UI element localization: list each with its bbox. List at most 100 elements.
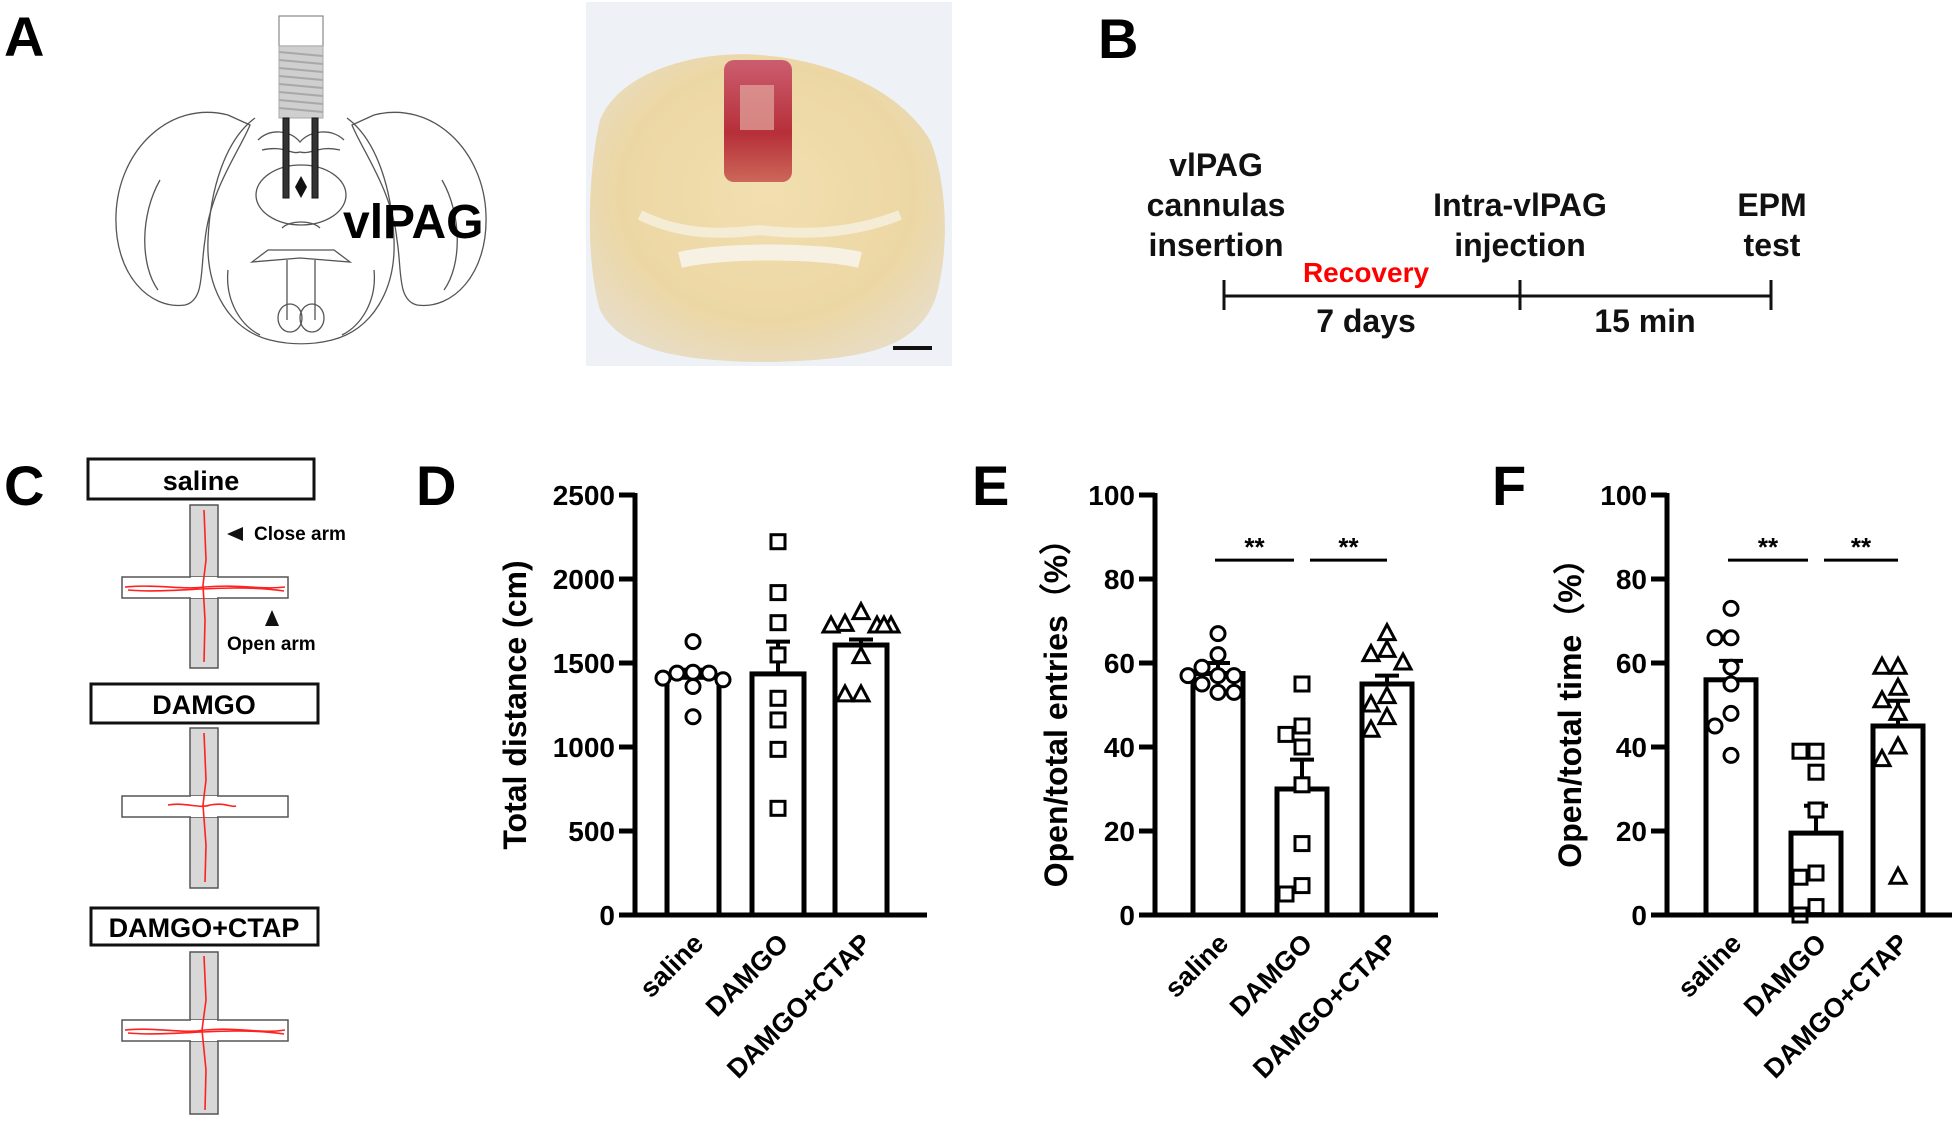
y-tick-label: 0 (1119, 900, 1135, 931)
data-point-circle (668, 664, 686, 682)
x-category-label: DAMGO+CTAP (1758, 928, 1914, 1084)
data-point-circle (1209, 667, 1227, 685)
data-point-circle (654, 669, 672, 687)
chart-open-time: Open/total time（%） 0 20 40 60 80 100 salineDAMG… (1552, 480, 1952, 1084)
significance-label: ** (1758, 532, 1779, 562)
data-point-circle (684, 663, 702, 681)
chart-total-distance: Total distance (cm) 0 500 1000 1500 2000 2500 s… (497, 480, 927, 1084)
injection-site-marker-icon (295, 176, 307, 198)
data-point-triangle (1360, 718, 1382, 738)
timeline: vlPAG cannulas insertion Intra-vlPAG inj… (1147, 147, 1807, 339)
open-arm-label: Open arm (227, 634, 316, 655)
data-point-square (769, 740, 787, 758)
data-point-circle (1706, 629, 1724, 647)
y-tick-label: 100 (1600, 480, 1647, 511)
y-tick-label: 0 (599, 900, 615, 931)
movement-track (167, 732, 237, 883)
movement-track (124, 509, 286, 663)
interval-1-label: 7 days (1316, 303, 1416, 339)
data-point-triangle (850, 644, 872, 665)
y-tick-label: 80 (1104, 564, 1135, 595)
x-category-label: DAMGO+CTAP (721, 928, 877, 1084)
data-point-circle (1193, 675, 1211, 693)
y-tick-label: 2000 (553, 564, 615, 595)
significance-label: ** (1851, 532, 1872, 562)
event-2-line-2: injection (1454, 227, 1586, 263)
data-point-circle (684, 633, 702, 651)
event-1-line-1: vlPAG (1169, 147, 1263, 183)
panel-label-b: B (1098, 7, 1138, 70)
data-point-square (769, 533, 787, 551)
data-point-square (1791, 868, 1809, 886)
data-point-square (1807, 763, 1825, 781)
data-point-circle (1706, 717, 1724, 735)
y-tick-label: 1500 (553, 648, 615, 679)
histology-photo (586, 2, 952, 366)
data-point-square (769, 584, 787, 602)
data-point-square (1293, 835, 1311, 853)
close-arm-arrow-icon (227, 527, 243, 541)
recovery-label: Recovery (1303, 257, 1430, 288)
data-point-triangle (1360, 642, 1382, 663)
event-3-line-2: test (1744, 227, 1801, 263)
data-point-circle (1722, 746, 1740, 764)
data-point-circle (1225, 683, 1243, 701)
data-point-circle (1722, 658, 1740, 676)
cannula-icon (278, 15, 324, 199)
event-2-line-1: Intra-vlPAG (1433, 187, 1607, 223)
data-point-triangle (820, 613, 842, 634)
y-tick-label: 500 (568, 816, 615, 847)
data-point-triangle (1392, 650, 1414, 671)
panel-label-d: D (416, 454, 456, 517)
data-point-circle (1209, 683, 1227, 701)
data-point-square (1791, 742, 1809, 760)
y-tick-label: 40 (1104, 732, 1135, 763)
data-point-circle (1193, 658, 1211, 676)
group-box-saline (86, 457, 316, 501)
panel-label-a: A (4, 5, 44, 68)
brain-schematic (115, 111, 487, 345)
group-label-saline: saline (163, 466, 240, 496)
panel-label-c: C (4, 454, 44, 517)
data-point-circle (1179, 667, 1197, 685)
data-point-square (1807, 742, 1825, 760)
data-point-square (1807, 801, 1825, 819)
significance-label: ** (1244, 532, 1265, 562)
event-1-line-3: insertion (1148, 227, 1283, 263)
group-label-damgo-ctap: DAMGO+CTAP (109, 913, 300, 943)
epm-saline: saline Close arm Open arm (86, 457, 346, 669)
data-point-square (1277, 725, 1295, 743)
y-tick-label: 40 (1616, 732, 1647, 763)
data-point-square (1293, 877, 1311, 895)
data-point-triangle (1376, 684, 1398, 705)
data-point-circle (1209, 625, 1227, 643)
x-category-label: saline (1672, 928, 1747, 1003)
data-point-circle (684, 678, 702, 696)
significance-label: ** (1338, 532, 1359, 562)
group-box-damgo-ctap (89, 906, 320, 947)
data-point-triangle (1887, 676, 1909, 696)
data-point-square (1293, 717, 1311, 735)
y-tick-label: 100 (1088, 480, 1135, 511)
data-point-triangle (1376, 705, 1398, 726)
data-point-triangle (850, 682, 872, 703)
data-point-circle (700, 664, 718, 682)
x-category-label: saline (1159, 928, 1234, 1003)
data-point-triangle (873, 613, 895, 634)
interval-2-label: 15 min (1594, 303, 1695, 339)
data-point-circle (1225, 667, 1243, 685)
event-3-line-1: EPM (1737, 187, 1806, 223)
epm-damgo-ctap: DAMGO+CTAP (89, 906, 320, 1115)
data-point-circle (1209, 646, 1227, 664)
movement-track (124, 955, 286, 1111)
data-point-triangle (1887, 701, 1909, 721)
group-label-damgo: DAMGO (152, 690, 256, 720)
panel-label-f: F (1492, 454, 1526, 517)
data-point-triangle (1887, 865, 1909, 885)
data-point-triangle (1871, 688, 1893, 709)
x-category-label: saline (634, 928, 709, 1003)
scale-bar (893, 346, 932, 350)
event-1-line-2: cannulas (1147, 187, 1286, 223)
y-tick-label: 2500 (553, 480, 615, 511)
